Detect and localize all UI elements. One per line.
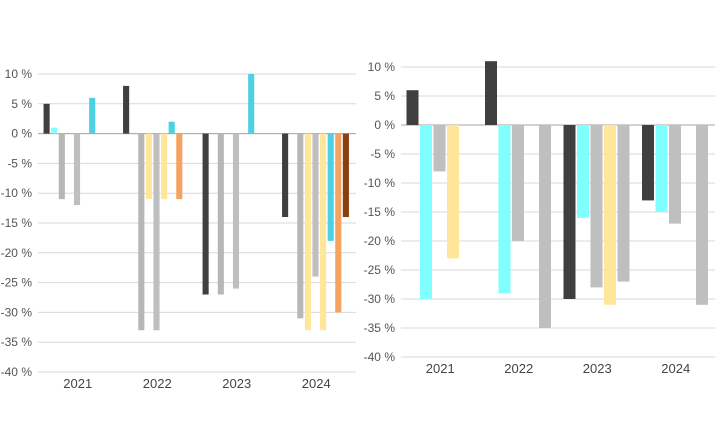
bar xyxy=(406,90,419,125)
bar xyxy=(282,133,289,218)
bar xyxy=(641,125,654,201)
bar xyxy=(202,133,209,295)
bar xyxy=(320,133,327,331)
bar xyxy=(484,61,497,125)
y-tick-label: -30 % xyxy=(364,292,396,306)
bar xyxy=(668,125,682,224)
y-tick-label: -20 % xyxy=(1,246,33,260)
bar xyxy=(447,125,460,259)
bar xyxy=(342,133,349,218)
bar xyxy=(576,125,589,218)
bar xyxy=(217,133,224,295)
y-tick-label: -10 % xyxy=(1,186,33,200)
chart-left: 10 % 5 % 0 % -5 % -10 % -15 % -20 % -25 % -30 % -… xyxy=(1,67,356,391)
chart-panel-right: 10 % 5 % 0 % -5 % -10 % -15 % -20 % -25 % -30 % -… xyxy=(364,0,719,433)
bar xyxy=(563,125,576,299)
y-tick-label: -5 % xyxy=(370,147,395,161)
bar xyxy=(655,125,668,212)
y-tick-label: 5 % xyxy=(374,89,395,103)
bar xyxy=(511,125,525,241)
bar xyxy=(590,125,603,288)
bar xyxy=(604,125,617,305)
bar xyxy=(138,133,145,331)
y-tick-label: -5 % xyxy=(7,156,32,170)
bar xyxy=(51,127,58,134)
bar xyxy=(153,133,160,331)
bar xyxy=(617,125,630,282)
x-tick-label: 2023 xyxy=(583,361,612,376)
y-tick-label: -35 % xyxy=(364,321,396,335)
y-tick-label: -30 % xyxy=(1,305,33,319)
chart-panel-left: 10 % 5 % 0 % -5 % -10 % -15 % -20 % -25 % -30 % -… xyxy=(1,67,356,391)
bar xyxy=(248,74,255,134)
bar xyxy=(304,133,311,331)
x-tick-label: 2022 xyxy=(504,361,533,376)
x-tick-label: 2023 xyxy=(222,376,251,391)
x-tick-label: 2022 xyxy=(143,376,172,391)
bar xyxy=(539,125,552,328)
y-tick-label: 0 % xyxy=(374,118,395,132)
y-tick-label: -40 % xyxy=(1,365,33,379)
y-tick-label: 10 % xyxy=(368,60,396,74)
y-tick-label: -10 % xyxy=(364,176,396,190)
bar xyxy=(232,133,240,289)
y-tick-label: 5 % xyxy=(11,97,32,111)
bar xyxy=(89,97,96,134)
y-tick-label: -40 % xyxy=(364,350,396,364)
bar xyxy=(161,133,168,200)
bar xyxy=(123,85,130,134)
bar xyxy=(335,133,342,313)
bar xyxy=(145,133,152,200)
bar xyxy=(297,133,304,319)
x-tick-label: 2024 xyxy=(661,361,690,376)
x-tick-label: 2021 xyxy=(426,361,455,376)
bar xyxy=(498,125,511,294)
bar xyxy=(168,121,175,134)
bar xyxy=(433,125,446,172)
y-tick-label: -15 % xyxy=(1,216,33,230)
y-tick-label: -25 % xyxy=(364,263,396,277)
y-tick-label: -35 % xyxy=(1,335,33,349)
chart-right: 10 % 5 % 0 % -5 % -10 % -15 % -20 % -25 % -30 % -… xyxy=(364,60,715,376)
y-tick-label: -25 % xyxy=(1,276,33,290)
bar xyxy=(58,133,65,200)
y-tick-label: -20 % xyxy=(364,234,396,248)
bar xyxy=(327,133,334,241)
y-tick-label: -15 % xyxy=(364,205,396,219)
x-tick-label: 2024 xyxy=(302,376,331,391)
y-tick-label: 10 % xyxy=(5,67,33,81)
bar xyxy=(43,103,50,134)
bar xyxy=(176,133,183,200)
x-tick-label: 2021 xyxy=(63,376,92,391)
bar xyxy=(73,133,81,206)
bar xyxy=(696,125,709,305)
bar xyxy=(312,133,319,277)
y-tick-label: 0 % xyxy=(11,127,32,141)
bar xyxy=(419,125,432,299)
